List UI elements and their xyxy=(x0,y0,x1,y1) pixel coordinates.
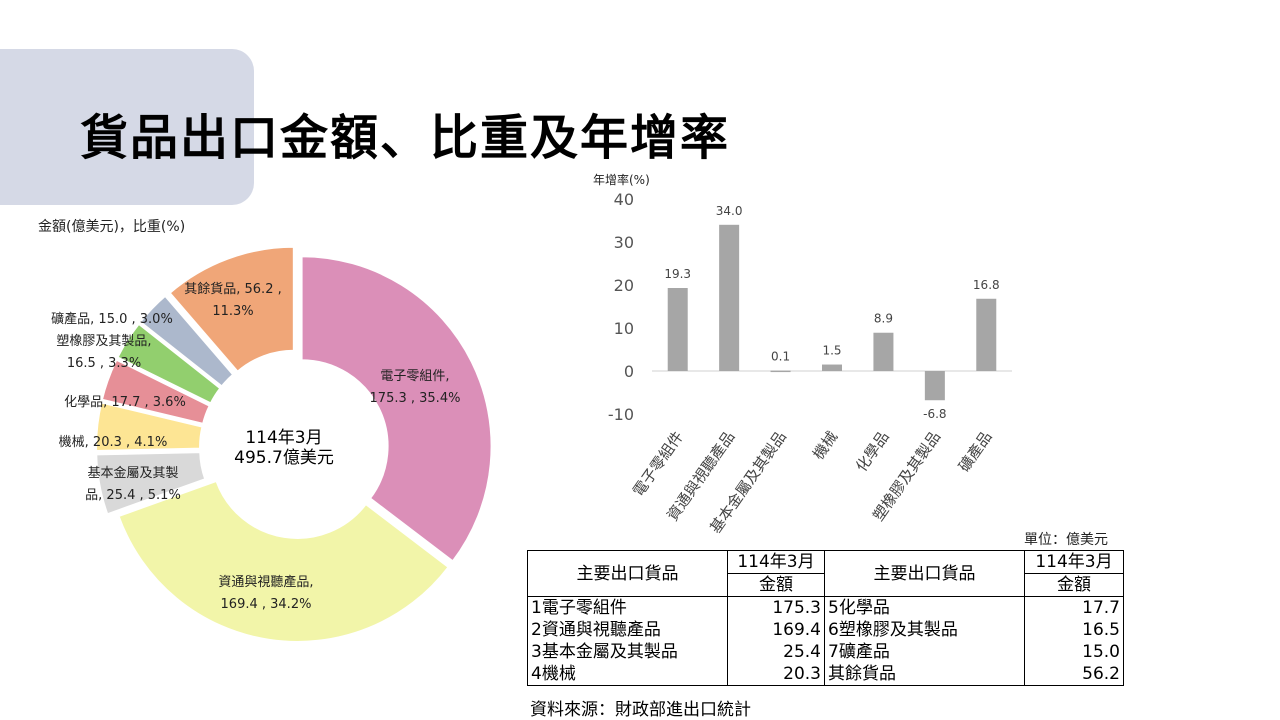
pie-slice-label: 16.5 , 3.3% xyxy=(67,356,141,371)
pie-slice xyxy=(100,358,211,426)
bar-value-label: 16.8 xyxy=(973,278,1000,292)
x-tick-label: 化學品 xyxy=(852,428,893,475)
donut-chart: 電子零組件, 175.3 , 35.4% 資通與視聽產品, 169.4 , 34.2%… xyxy=(51,245,493,643)
item-value: 17.7 xyxy=(1024,596,1124,619)
y-tick-label: -10 xyxy=(608,405,634,424)
pie-slice-label: 基本金屬及其製 xyxy=(87,465,178,481)
y-axis-label: 年增率(%) xyxy=(593,172,650,187)
bar xyxy=(873,332,894,371)
pie-slice-label: 175.3 , 35.4% xyxy=(370,391,461,406)
item-name: 其餘貨品 xyxy=(824,663,1025,686)
header-amount-left: 金額 xyxy=(727,573,825,597)
pie-slice xyxy=(117,479,450,643)
pie-slice xyxy=(138,294,235,388)
pie-slice-label: 機械, 20.3 , 4.1% xyxy=(59,435,168,450)
pie-unit-label: 金額(億美元)，比重(%) xyxy=(38,219,186,235)
item-value: 169.4 xyxy=(727,619,825,641)
x-tick-label: 電子零組件 xyxy=(629,428,687,500)
pie-slice-label: 礦產品, 15.0 , 3.0% xyxy=(51,311,173,327)
bar xyxy=(719,224,740,371)
exports-table: 主要出口貨品 114年3月 主要出口貨品 114年3月 金額 金額 1電子零組件… xyxy=(527,550,1124,686)
bar-chart: 年增率(%)-1001020304019.3電子零組件34.0資通與視聽產品0.… xyxy=(593,172,1012,537)
item-value: 25.4 xyxy=(727,641,825,663)
pie-slice xyxy=(95,451,207,516)
table-row: 1電子零組件 175.3 5化學品 17.7 xyxy=(527,596,1124,619)
bar-value-label: 1.5 xyxy=(822,344,841,358)
bar xyxy=(667,288,688,371)
bar-value-label: 0.1 xyxy=(771,350,790,364)
header-period-right: 114年3月 xyxy=(1024,550,1124,574)
item-value: 56.2 xyxy=(1024,663,1124,686)
header-item-left: 主要出口貨品 xyxy=(527,550,728,597)
pie-slice-label: 品, 25.4 , 5.1% xyxy=(85,488,181,503)
header-amount-right: 金額 xyxy=(1024,573,1124,597)
y-tick-label: 10 xyxy=(614,319,634,338)
pie-slice xyxy=(300,255,493,563)
bar xyxy=(924,371,945,401)
y-tick-label: 20 xyxy=(614,276,634,295)
item-value: 15.0 xyxy=(1024,641,1124,663)
pie-slice xyxy=(95,401,204,452)
pie-slice-label: 169.4 , 34.2% xyxy=(221,597,312,612)
bar xyxy=(976,298,997,371)
pie-slice xyxy=(116,322,222,405)
item-name: 6塑橡膠及其製品 xyxy=(824,619,1025,641)
bar-value-label: 8.9 xyxy=(874,312,893,326)
item-name: 2資通與視聽產品 xyxy=(527,619,728,641)
item-name: 7礦產品 xyxy=(824,641,1025,663)
pie-slice-label: 其餘貨品, 56.2 , xyxy=(184,281,281,297)
x-tick-label: 機械 xyxy=(809,428,841,463)
bar-value-label: 19.3 xyxy=(664,267,691,281)
y-tick-label: 40 xyxy=(614,190,634,209)
pie-slice-label: 11.3% xyxy=(212,304,253,319)
bar xyxy=(822,364,842,371)
table-row: 4機械 20.3 其餘貨品 56.2 xyxy=(527,663,1124,686)
item-value: 20.3 xyxy=(727,663,825,686)
title-banner xyxy=(0,49,254,205)
item-name: 5化學品 xyxy=(824,596,1025,619)
pie-slice-label: 塑橡膠及其製品, xyxy=(56,334,151,349)
source-note: 資料來源：財政部進出口統計 xyxy=(530,700,751,720)
bar-value-label: -6.8 xyxy=(923,407,946,421)
item-value: 175.3 xyxy=(727,596,825,619)
table-row: 2資通與視聽產品 169.4 6塑橡膠及其製品 16.5 xyxy=(527,619,1124,641)
y-tick-label: 30 xyxy=(614,233,634,252)
donut-center-period: 114年3月 xyxy=(245,428,322,448)
header-period-left: 114年3月 xyxy=(727,550,825,574)
pie-slice-label: 電子零組件, xyxy=(380,369,449,384)
table-unit-label: 單位：億美元 xyxy=(1024,532,1108,548)
item-name: 1電子零組件 xyxy=(527,596,728,619)
header-item-right: 主要出口貨品 xyxy=(824,550,1025,597)
item-name: 3基本金屬及其製品 xyxy=(527,641,728,663)
pie-slice-label: 化學品, 17.7 , 3.6% xyxy=(64,395,186,410)
item-name: 4機械 xyxy=(527,663,728,686)
pie-slice xyxy=(168,245,295,374)
table-row: 3基本金屬及其製品 25.4 7礦產品 15.0 xyxy=(527,641,1124,663)
x-tick-label: 礦產品 xyxy=(955,428,996,475)
y-tick-label: 0 xyxy=(624,362,634,381)
bar xyxy=(770,370,791,373)
donut-center-total: 495.7億美元 xyxy=(234,448,334,468)
bar-value-label: 34.0 xyxy=(716,204,743,218)
item-value: 16.5 xyxy=(1024,619,1124,641)
page-title: 貨品出口金額、比重及年增率 xyxy=(80,110,731,166)
pie-slice-label: 資通與視聽產品, xyxy=(218,574,313,590)
